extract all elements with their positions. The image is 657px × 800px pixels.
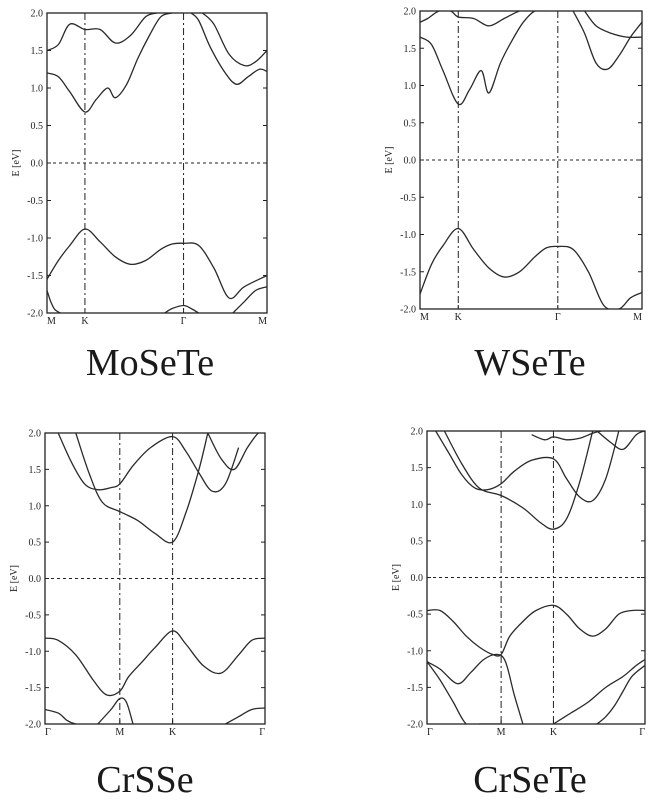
band-line-0	[420, 227, 642, 309]
band-line-5	[57, 433, 240, 493]
y-axis-label: E [eV]	[11, 150, 22, 177]
y-tick-label: -2.0	[25, 720, 41, 731]
y-tick-label: 1.0	[29, 501, 42, 512]
y-tick-label: 1.5	[411, 463, 424, 474]
y-tick-label: -0.5	[25, 610, 41, 621]
kpoint-label: K	[455, 312, 463, 323]
y-axis-label: E [eV]	[9, 565, 20, 592]
band-line-6	[435, 431, 620, 503]
y-tick-label: -0.5	[407, 610, 423, 621]
y-tick-label: 2.0	[29, 429, 42, 440]
y-tick-label: 1.5	[404, 44, 417, 55]
y-tick-label: -2.0	[27, 309, 43, 320]
band-line-2	[427, 661, 502, 724]
panel-title-mosete: MoSeTe	[86, 342, 214, 384]
panel-title-wsete: WSeTe	[474, 342, 585, 384]
panel-title-crsse: CrSSe	[96, 759, 193, 800]
y-tick-label: 2.0	[31, 9, 44, 20]
y-tick-label: -1.0	[400, 230, 416, 241]
kpoint-label: K	[81, 316, 89, 327]
kpoint-label: M	[258, 316, 267, 327]
band-line-4	[75, 433, 209, 544]
kpoint-label: M	[115, 727, 124, 738]
band-line-5	[443, 431, 594, 530]
band-line-2	[420, 11, 528, 27]
band-line-6	[207, 433, 265, 471]
y-tick-label: 2.0	[404, 7, 417, 18]
y-tick-label: -2.0	[407, 720, 423, 731]
band-panel-2: 2.0 1.5 1.0 0.5 0.0 -0.5 -1.0 -1.5 -2.0 E [eV] Γ M K…	[9, 429, 266, 738]
kpoint-label: Γ	[45, 727, 51, 738]
y-tick-label: 1.5	[29, 465, 42, 476]
kpoint-label: Γ	[639, 727, 645, 738]
y-tick-label: 0.5	[31, 121, 44, 132]
y-tick-label: 0.5	[29, 538, 42, 549]
band-line-3	[225, 707, 265, 724]
kpoint-label: M	[420, 312, 429, 323]
y-tick-label: 1.0	[404, 81, 417, 92]
y-tick-label: -1.0	[27, 234, 43, 245]
y-axis-label: E [eV]	[391, 564, 402, 591]
band-panel-1: 2.0 1.5 1.0 0.5 0.0 -0.5 -1.0 -1.5 -2.0 E [eV] M K Γ…	[384, 7, 643, 323]
panel-title-crsete: CrSeTe	[473, 759, 586, 800]
band-line-7	[531, 431, 602, 441]
band-line-0	[47, 228, 267, 300]
band-line-1	[427, 653, 524, 724]
y-tick-label: 0.0	[29, 574, 42, 585]
y-tick-label: -1.0	[25, 647, 41, 658]
y-tick-label: -0.5	[27, 196, 43, 207]
band-line-1	[97, 697, 134, 724]
band-line-4	[596, 664, 645, 724]
kpoint-label: K	[550, 727, 558, 738]
band-line-3	[572, 11, 642, 71]
y-tick-label: -1.5	[400, 267, 416, 278]
y-tick-label: -1.5	[27, 271, 43, 282]
kpoint-label: M	[633, 312, 642, 323]
y-tick-label: 0.5	[404, 118, 417, 129]
band-line-1	[47, 290, 61, 313]
band-line-3	[553, 658, 645, 724]
y-tick-label: 1.0	[411, 500, 424, 511]
kpoint-label: K	[169, 727, 177, 738]
kpoint-label: Γ	[259, 727, 265, 738]
band-line-0	[427, 604, 645, 657]
band-line-8	[596, 431, 645, 451]
kpoint-label: M	[47, 316, 56, 327]
band-line-7	[202, 13, 267, 67]
kpoint-label: Γ	[427, 727, 433, 738]
kpoint-label: Γ	[555, 312, 561, 323]
y-tick-label: -1.0	[407, 646, 423, 657]
y-axis-label: E [eV]	[384, 147, 395, 174]
band-line-1	[420, 11, 547, 106]
y-tick-label: -1.5	[407, 683, 423, 694]
band-line-4	[584, 11, 642, 39]
y-tick-label: 1.0	[31, 84, 44, 95]
band-line-2	[164, 304, 200, 313]
band-line-0	[45, 630, 265, 697]
band-line-2	[45, 708, 83, 724]
kpoint-label: Γ	[181, 316, 187, 327]
y-tick-label: 0.0	[411, 573, 424, 584]
y-tick-label: 1.5	[31, 46, 44, 57]
y-tick-label: -1.5	[25, 683, 41, 694]
band-panel-0: 2.0 1.5 1.0 0.5 0.0 -0.5 -1.0 -1.5 -2.0 E [eV] M K Γ…	[11, 9, 268, 327]
band-line-4	[47, 13, 173, 113]
y-tick-label: 0.0	[31, 159, 44, 170]
band-line-3	[232, 286, 267, 313]
y-tick-label: 0.0	[404, 156, 417, 167]
band-panel-3: 2.0 1.5 1.0 0.5 0.0 -0.5 -1.0 -1.5 -2.0 E [eV] Γ M K…	[391, 427, 646, 738]
y-tick-label: -2.0	[400, 305, 416, 316]
y-tick-label: 0.5	[411, 536, 424, 547]
y-tick-label: 2.0	[411, 427, 424, 438]
y-tick-label: -0.5	[400, 193, 416, 204]
band-line-6	[190, 13, 267, 85]
kpoint-label: M	[497, 727, 506, 738]
band-line-5	[47, 13, 158, 52]
